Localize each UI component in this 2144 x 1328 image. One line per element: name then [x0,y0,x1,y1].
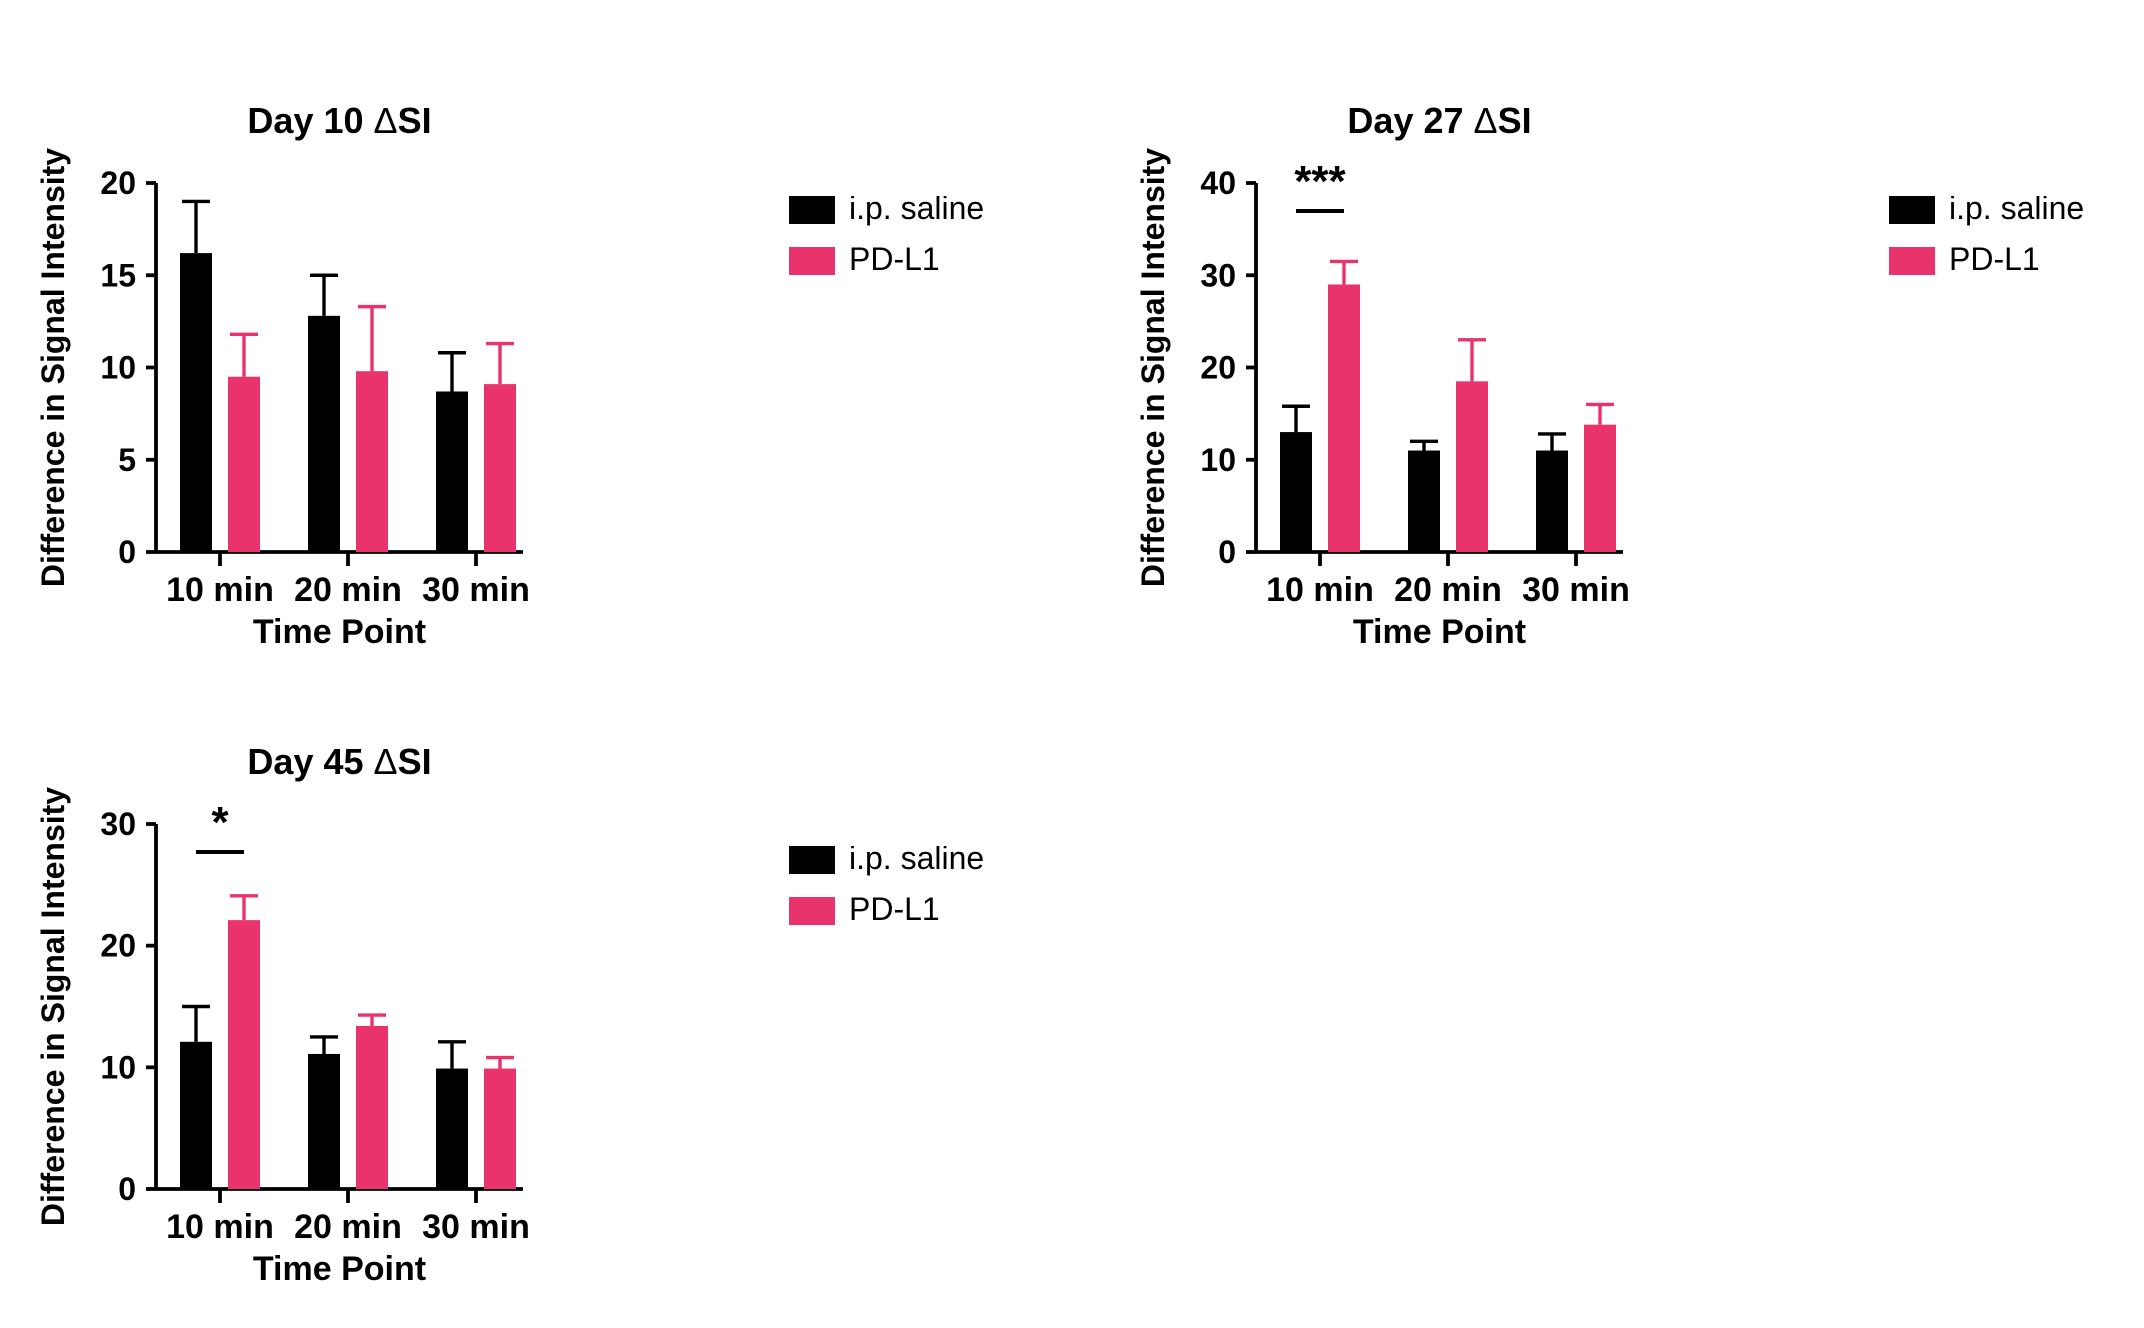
svg-text:Day 27 ΔSI: Day 27 ΔSI [1347,100,1531,141]
svg-text:Difference in Signal Intensity: Difference in Signal Intensity [1135,148,1171,587]
svg-text:10 min: 10 min [166,571,274,609]
svg-text:PD-L1: PD-L1 [849,891,940,927]
svg-text:Time Point: Time Point [253,1250,426,1288]
svg-text:0: 0 [1218,534,1236,570]
svg-text:20 min: 20 min [1394,571,1502,609]
svg-text:PD-L1: PD-L1 [1949,241,2040,277]
svg-text:30 min: 30 min [422,571,530,609]
svg-text:20: 20 [100,165,136,201]
svg-text:10: 10 [100,1049,136,1085]
svg-text:***: *** [1294,157,1346,206]
svg-text:30: 30 [1200,257,1236,293]
svg-text:Day 45 ΔSI: Day 45 ΔSI [247,741,431,782]
svg-text:Time Point: Time Point [253,613,426,651]
svg-text:20 min: 20 min [294,1208,402,1246]
svg-text:30 min: 30 min [1522,571,1630,609]
svg-text:20: 20 [1200,350,1236,386]
svg-text:10 min: 10 min [1266,571,1374,609]
svg-text:10: 10 [100,350,136,386]
svg-text:40: 40 [1200,165,1236,201]
svg-text:20 min: 20 min [294,571,402,609]
svg-text:10: 10 [1200,442,1236,478]
svg-text:Day 10 ΔSI: Day 10 ΔSI [247,100,431,141]
svg-text:10 min: 10 min [166,1208,274,1246]
svg-text:15: 15 [100,257,136,293]
svg-text:Difference in Signal Intensity: Difference in Signal Intensity [35,787,71,1226]
svg-text:20: 20 [100,928,136,964]
svg-text:Time Point: Time Point [1353,613,1526,651]
svg-text:*: * [211,798,229,847]
svg-text:0: 0 [118,534,136,570]
svg-text:0: 0 [118,1171,136,1207]
svg-text:Difference in Signal Intensity: Difference in Signal Intensity [35,148,71,587]
svg-text:30 min: 30 min [422,1208,530,1246]
svg-text:30: 30 [100,806,136,842]
svg-text:5: 5 [118,442,136,478]
svg-text:PD-L1: PD-L1 [849,241,940,277]
